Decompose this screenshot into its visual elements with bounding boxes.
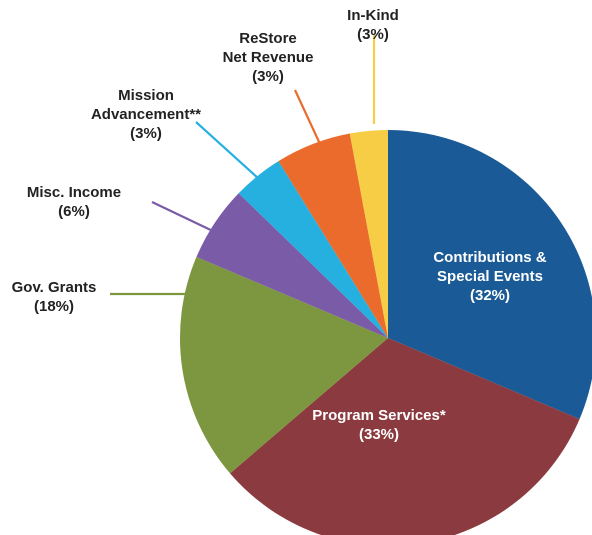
slice-label-2: Gov. Grants (18%) <box>12 279 97 315</box>
slice-label-0: Contributions & Special Events (32%) <box>433 249 546 304</box>
slice-name-label: In-Kind <box>347 7 399 24</box>
pie-slice-3 <box>196 193 388 338</box>
slice-percent-label: (32%) <box>470 287 510 304</box>
slice-label-1: Program Services* (33%) <box>312 407 446 443</box>
pie-slice-4 <box>238 161 388 338</box>
slice-label-3: Misc. Income (6%) <box>27 184 121 220</box>
slice-name-label: Net Revenue <box>223 49 314 66</box>
pie-slice-0 <box>388 130 592 420</box>
slice-label-6: In-Kind (3%) <box>347 7 399 43</box>
pie-slice-2 <box>179 256 388 474</box>
slice-label-4: Mission Advancement** (3%) <box>91 87 201 142</box>
slice-percent-label: (3%) <box>357 26 389 43</box>
slice-label-5: ReStore Net Revenue (3%) <box>223 30 314 85</box>
slice-percent-label: (6%) <box>58 203 90 220</box>
leader-line-5 <box>294 89 321 145</box>
slice-percent-label: (3%) <box>252 68 284 85</box>
slice-percent-label: (33%) <box>359 426 399 443</box>
slice-name-label: Special Events <box>437 268 543 285</box>
slice-name-label: Mission <box>118 87 174 104</box>
pie-slice-6 <box>349 130 388 338</box>
slice-percent-label: (3%) <box>130 125 162 142</box>
slice-name-label: Advancement** <box>91 106 201 123</box>
slice-name-label: Contributions & <box>433 249 546 266</box>
slice-name-label: Program Services* <box>312 407 446 424</box>
slice-name-label: Misc. Income <box>27 184 121 201</box>
leader-line-4 <box>195 121 260 180</box>
pie-slice-5 <box>278 133 388 338</box>
slice-name-label: Gov. Grants <box>12 279 97 296</box>
pie-slice-1 <box>230 338 580 535</box>
leader-line-3 <box>151 201 218 234</box>
slice-percent-label: (18%) <box>34 298 74 315</box>
slice-name-label: ReStore <box>239 30 297 47</box>
